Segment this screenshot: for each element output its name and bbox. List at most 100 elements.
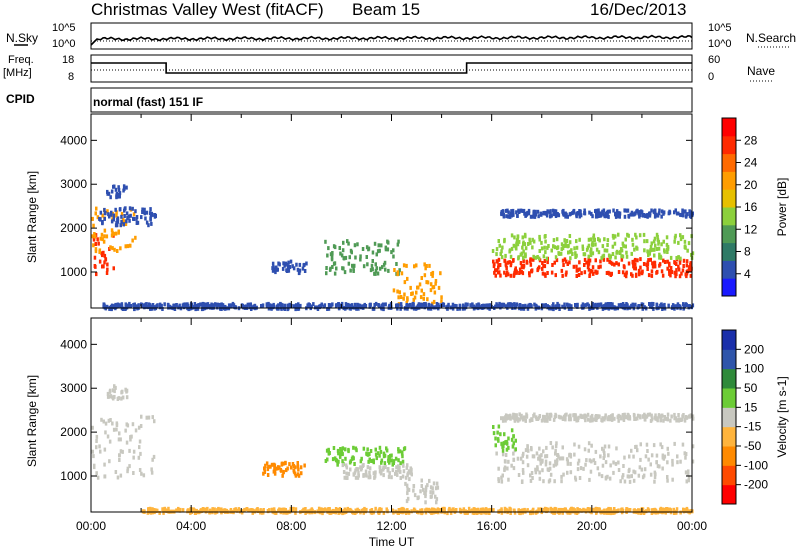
power-region-5-cell [333,245,337,250]
velocity-region-9-cell [529,510,532,515]
power-region-7-cell [620,257,624,262]
power-region-8-cell [598,238,601,243]
velocity-region-7-cell [510,428,514,433]
velocity-region-8-cell [593,417,596,422]
power-region-8-cell [630,251,633,256]
velocity-region-8-cell [663,415,666,419]
velocity-region-5-cell [429,485,433,490]
power-region-3-cell [125,185,128,190]
velocity-region-6-cell [601,446,604,451]
power-region-9-cell [522,208,526,213]
power-region-8-cell [677,255,680,260]
power-region-4-cell [284,261,288,266]
power-region-7-cell [492,259,495,264]
velocity-region-9-cell [186,509,189,514]
velocity-region-5-cell [405,499,409,504]
velocity-region-0-cell [96,475,100,480]
power-region-9-cell [638,214,641,219]
velocity-region-9-cell [247,508,250,513]
power-region-9-cell [607,214,610,219]
velocity-region-6-cell [612,460,615,465]
power-region-9-cell [673,210,676,215]
velocity-region-6-cell [569,470,573,475]
velocity-region-6-cell [603,453,606,458]
velocity-region-6-cell [641,475,645,480]
power-region-9-cell [632,212,636,217]
power-region-9-cell [583,211,587,216]
velocity-region-6-cell [549,441,553,445]
power-region-7-cell [497,265,500,270]
velocity-region-2-cell [303,463,306,468]
velocity-region-1-cell [120,396,123,401]
power-region-0-cell [106,267,109,272]
power-region-6-cell [422,292,426,297]
velocity-region-2-cell [300,471,303,476]
power-region-9-cell [540,212,543,217]
power-region-2-cell [107,212,110,217]
velocity-region-9-cell [505,508,509,513]
power-region-2-cell [149,211,152,216]
power-region-10-cell [205,305,208,310]
power-region-8-cell [653,247,656,252]
velocity-region-9-cell [470,508,474,513]
power-region-0-cell [106,262,109,267]
power-region-8-cell [650,241,653,246]
velocity-region-9-cell [347,508,351,513]
power-region-8-cell [618,251,621,255]
velocity-region-3-cell [347,449,350,454]
velocity-region-9-cell [458,507,462,512]
velocity-region-6-cell [565,457,569,462]
power-region-5-cell [381,265,384,270]
power-region-10-cell [215,303,219,308]
velocity-region-6-cell [551,445,554,450]
power-region-8-cell [517,239,521,244]
velocity-region-4-cell [384,465,387,469]
velocity-region-6-cell [585,458,588,463]
velocity-region-9-cell [304,511,307,515]
power-region-0-cell [105,271,109,275]
power-region-8-cell [613,234,616,239]
velocity-region-6-cell [544,462,548,467]
power-region-7-cell [661,273,665,278]
velocity-region-4-cell [402,463,405,468]
power-region-6-cell [396,270,399,275]
velocity-region-6-cell [628,479,632,484]
velocity-region-5-cell [436,485,440,490]
velocity-region-6-cell [512,457,516,462]
power-region-10-cell [510,302,514,307]
power-region-5-cell [325,271,328,276]
power-region-5-cell [395,262,398,266]
velocity-region-6-cell [637,473,641,478]
power-region-10-cell [584,303,587,308]
power-region-10-cell [161,307,164,311]
power-colorbar-swatch [722,260,736,279]
velocity-region-5-cell [431,486,434,491]
power-region-9-cell [612,208,615,213]
power-region-2-cell [122,222,125,227]
power-region-7-cell [589,269,593,273]
velocity-region-6-cell [627,469,631,474]
power-region-9-cell [516,213,519,218]
velocity-region-4-cell [368,466,372,471]
velocity-region-8-cell [597,414,600,419]
velocity-region-6-cell [507,459,510,464]
velocity-region-0-cell [142,473,146,478]
power-region-10-cell [294,303,298,308]
velocity-region-0-cell [112,427,116,432]
velocity-region-6-cell [590,459,593,464]
velocity-region-4-cell [343,475,346,480]
velocity-region-6-cell [644,454,648,459]
velocity-region-6-cell [632,454,635,459]
velocity-region-6-cell [645,442,649,447]
velocity-region-9-cell [161,507,164,512]
power-region-10-cell [464,302,468,307]
power-region-8-cell [491,249,495,253]
velocity-region-6-cell [507,477,510,482]
power-region-10-cell [458,303,462,308]
power-region-6-cell [431,270,435,275]
power-region-7-cell [647,273,651,278]
power-region-9-cell [583,208,586,213]
velocity-region-8-cell [530,417,533,422]
power-region-10-cell [158,302,162,307]
power-colorbar-tick-label: 4 [744,267,751,281]
